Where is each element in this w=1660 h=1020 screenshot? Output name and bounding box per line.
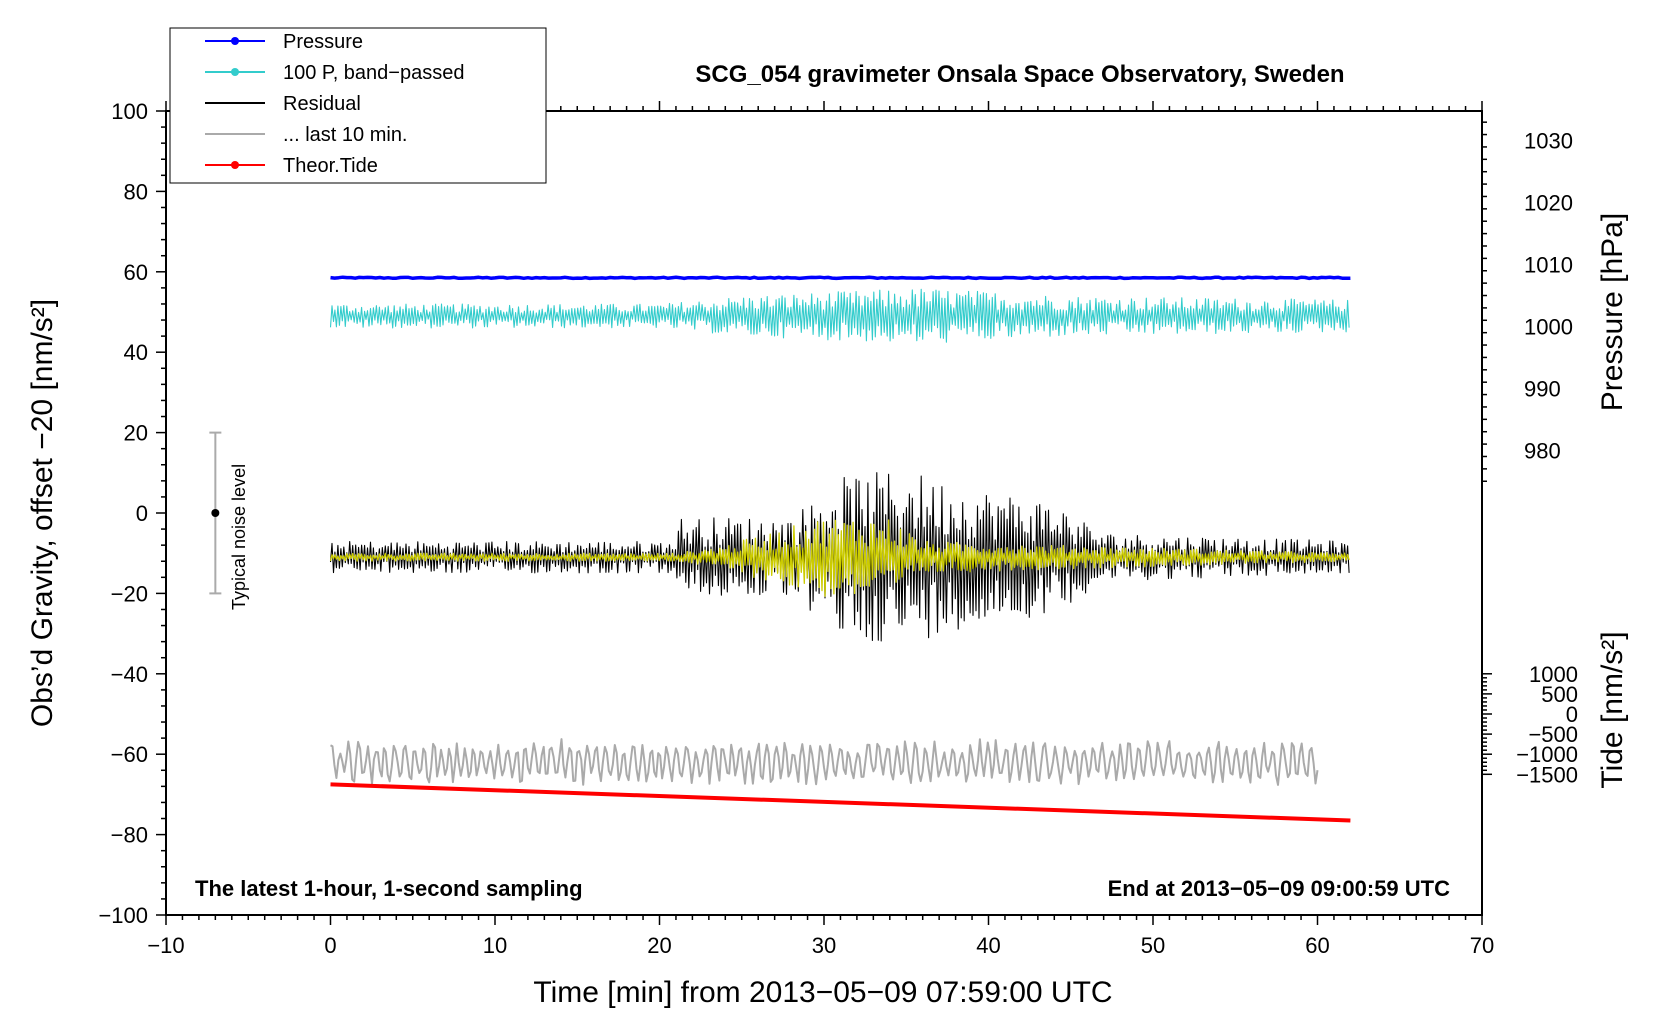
x-axis-ticks: −10 0 10 20 30 40 50 60 70 xyxy=(147,101,1494,958)
pressure-tick-label: 1010 xyxy=(1524,253,1573,278)
pressure-tick-label: 990 xyxy=(1524,376,1561,401)
y-axis-pressure-title: Pressure [hPa] xyxy=(1596,213,1629,411)
x-tick-label: 30 xyxy=(812,933,836,958)
annotation-sampling: The latest 1-hour, 1-second sampling xyxy=(195,876,583,901)
legend-marker xyxy=(231,68,239,76)
legend-marker xyxy=(231,37,239,45)
noise-bar-center-dot xyxy=(211,509,220,517)
legend-marker xyxy=(231,161,239,169)
x-tick-label: 0 xyxy=(324,933,336,958)
legend-label: ... last 10 min. xyxy=(283,124,408,146)
x-tick-label: 50 xyxy=(1141,933,1165,958)
legend-label: 100 P, band−passed xyxy=(283,62,464,84)
y-tick-label: 100 xyxy=(111,99,148,124)
y-tick-label: 40 xyxy=(124,340,148,365)
y-tick-label: 80 xyxy=(124,179,148,204)
noise-level-label: Typical noise level xyxy=(229,464,249,610)
tide-tick-label: −1000 xyxy=(1516,742,1578,767)
pressure-tick-label: 1020 xyxy=(1524,191,1573,216)
legend: Pressure 100 P, band−passed Residual ... la… xyxy=(169,27,547,184)
y-tick-label: 20 xyxy=(124,421,148,446)
series-100-p-band-passed xyxy=(329,288,1350,343)
chart-title: SCG_054 gravimeter Onsala Space Observat… xyxy=(695,61,1344,88)
y-axis-left-title: Obs’d Gravity, offset −20 [nm/s²] xyxy=(26,299,59,727)
series-theor-tide xyxy=(330,782,1351,823)
y-axis-pressure-ticks: 980 990 1000 1010 1020 1030 xyxy=(1482,121,1573,482)
y-tick-label: −80 xyxy=(111,823,148,848)
y-tick-label: −40 xyxy=(111,662,148,687)
x-tick-label: 10 xyxy=(483,933,507,958)
pressure-tick-label: 980 xyxy=(1524,438,1561,463)
pressure-tick-label: 1030 xyxy=(1524,129,1573,154)
legend-label: Theor.Tide xyxy=(283,155,378,177)
x-tick-label: −10 xyxy=(147,933,184,958)
pressure-tick-label: 1000 xyxy=(1524,314,1573,339)
y-tick-label: 0 xyxy=(136,501,148,526)
x-tick-label: 40 xyxy=(976,933,1000,958)
y-axis-left-ticks: −100 −80 −60 −40 −20 0 20 40 60 80 100 xyxy=(98,99,166,928)
x-tick-label: 60 xyxy=(1305,933,1329,958)
annotation-end-time: End at 2013−05−09 09:00:59 UTC xyxy=(1108,876,1451,901)
x-tick-label: 70 xyxy=(1470,933,1494,958)
typical-noise-level xyxy=(209,431,222,595)
tide-tick-label: −1500 xyxy=(1516,762,1578,787)
x-tick-label: 20 xyxy=(647,933,671,958)
y-tick-label: −100 xyxy=(98,903,148,928)
y-axis-tide-title: Tide [nm/s²] xyxy=(1596,631,1629,788)
tide-tick-label: −500 xyxy=(1528,722,1578,747)
tide-tick-label: 500 xyxy=(1541,682,1578,707)
series-residual-band-passed xyxy=(329,519,1350,597)
legend-box xyxy=(169,27,547,184)
y-tick-label: −20 xyxy=(111,581,148,606)
series-pressure xyxy=(330,275,1351,281)
y-tick-label: 60 xyxy=(124,260,148,285)
legend-label: Residual xyxy=(283,93,361,115)
tide-tick-label: 1000 xyxy=(1529,662,1578,687)
plot-frame xyxy=(165,110,1483,916)
series-last-10-min xyxy=(330,738,1319,786)
x-axis-title: Time [min] from 2013−05−09 07:59:00 UTC xyxy=(533,976,1112,1009)
tide-tick-label: 0 xyxy=(1566,702,1578,727)
y-tick-label: −60 xyxy=(111,742,148,767)
series-layer xyxy=(329,275,1351,823)
legend-label: Pressure xyxy=(283,31,363,53)
